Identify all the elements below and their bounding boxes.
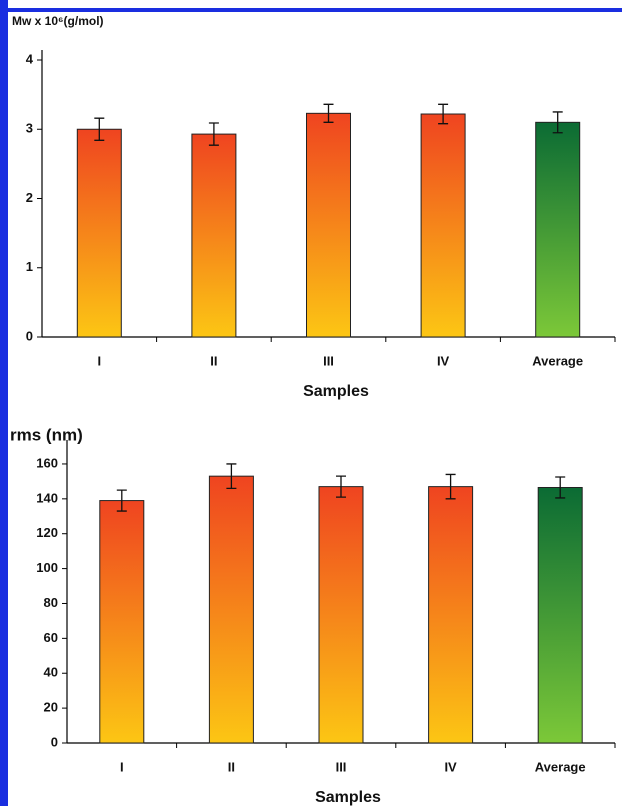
bar [208, 475, 254, 744]
chart-title: rms (nm) [10, 425, 83, 444]
error-bar [116, 489, 127, 512]
x-axis-label: Samples [315, 789, 381, 806]
x-tick-label: III [323, 353, 334, 368]
x-tick-label: II [228, 759, 235, 774]
bar [420, 113, 466, 338]
error-bar [438, 103, 449, 125]
x-tick-label: II [210, 353, 217, 368]
chart-title: Mw x 10⁶(g/mol) [12, 14, 104, 28]
error-bar [208, 122, 219, 146]
x-tick-label: I [97, 353, 101, 368]
y-tick-label: 0 [26, 328, 33, 343]
x-tick-label: I [120, 759, 124, 774]
error-bar [445, 473, 456, 500]
error-bar [552, 111, 563, 134]
x-tick-label: Average [535, 759, 586, 774]
x-tick-label: Average [532, 353, 583, 368]
y-tick-label: 1 [26, 259, 33, 274]
bar [537, 486, 583, 744]
bar [306, 112, 351, 338]
y-tick-label: 2 [26, 190, 33, 205]
error-bar [323, 103, 334, 123]
x-tick-label: III [336, 759, 347, 774]
y-tick-label: 80 [44, 595, 58, 610]
y-tick-label: 100 [36, 560, 58, 575]
y-tick-label: 0 [51, 734, 58, 749]
error-bar [226, 463, 237, 490]
bar [318, 486, 364, 744]
error-bar [555, 476, 566, 499]
y-tick-label: 40 [44, 665, 58, 680]
x-tick-label: IV [437, 353, 450, 368]
error-bar [336, 475, 346, 498]
bar [99, 500, 145, 744]
error-bar [94, 117, 105, 141]
bar [76, 128, 122, 338]
bar [535, 121, 581, 338]
x-tick-label: IV [444, 759, 457, 774]
y-tick-label: 120 [36, 525, 58, 540]
y-tick-label: 4 [26, 51, 34, 66]
y-tick-label: 20 [44, 700, 58, 715]
border-left [0, 0, 8, 806]
border-top [0, 8, 622, 12]
bar [191, 133, 237, 338]
y-tick-label: 3 [26, 121, 33, 136]
y-tick-label: 60 [44, 630, 58, 645]
bar [428, 486, 474, 744]
y-tick-label: 140 [36, 490, 58, 505]
x-axis-label: Samples [303, 383, 369, 400]
y-tick-label: 160 [36, 455, 58, 470]
